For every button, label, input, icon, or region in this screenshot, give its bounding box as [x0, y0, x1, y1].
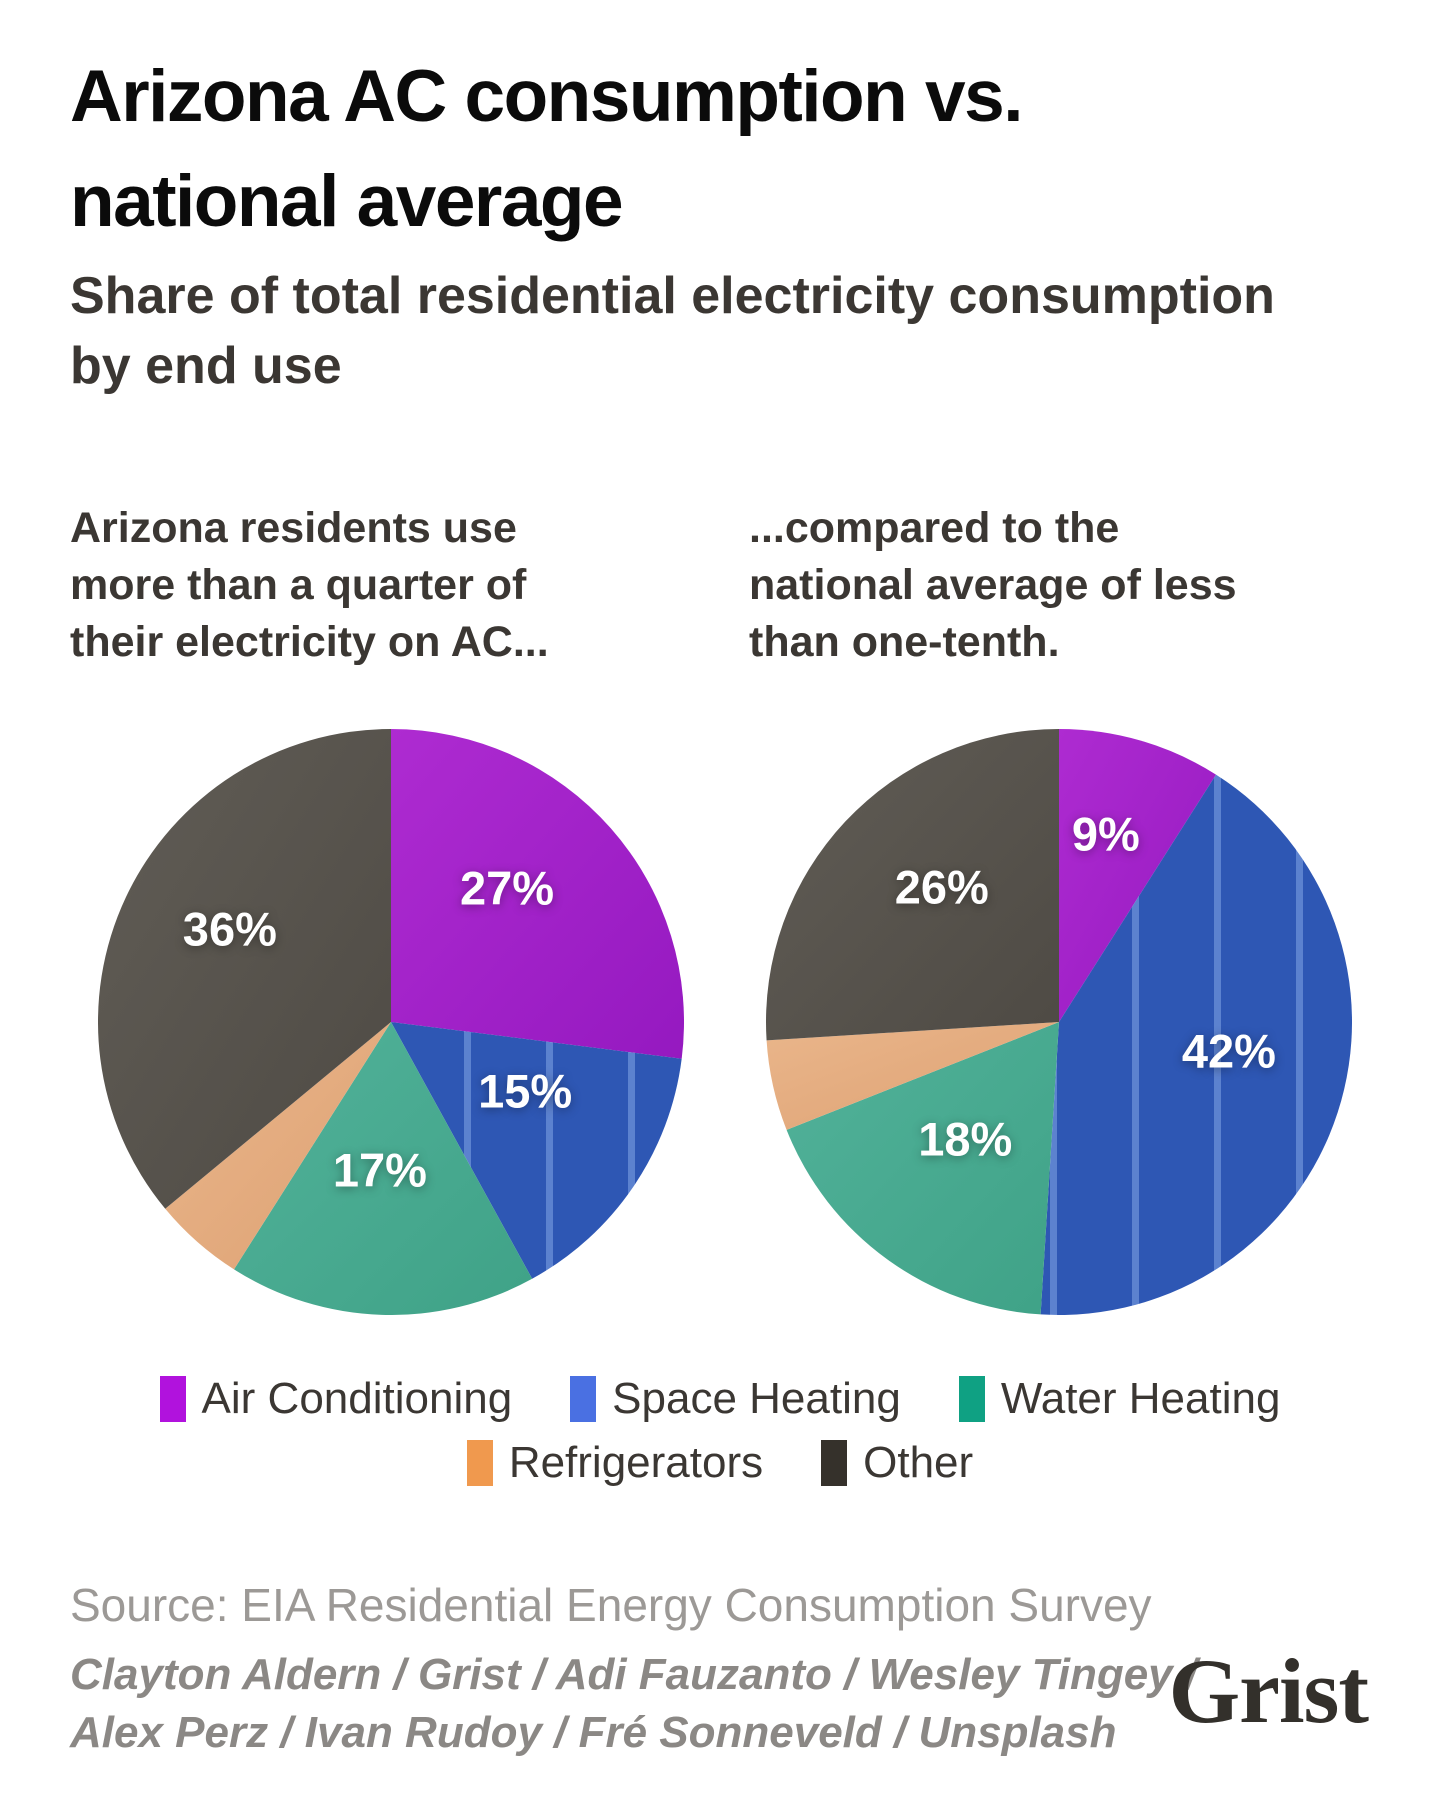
pie-slice-space-heating [1040, 774, 1352, 1315]
credits-line-2: Alex Perz / Ivan Rudoy / Fré Sonneveld /… [70, 1708, 1117, 1758]
legend-swatch-water-heating [958, 1376, 985, 1422]
pie-slice-air-conditioning [1059, 729, 1216, 1022]
legend-item-water-heating: Water Heating [958, 1374, 1281, 1424]
pie-slice-other [98, 729, 391, 1209]
grist-logo: Grist [1168, 1640, 1369, 1742]
value-label-space-heating: 15% [478, 1064, 573, 1118]
pie-slice-air-conditioning [391, 729, 684, 1059]
pie-slice-other [766, 729, 1059, 1041]
caption-arizona: Arizona residents use more than a quarte… [70, 504, 549, 666]
legend-item-air-conditioning: Air Conditioning [159, 1374, 513, 1424]
legend-item-refrigerators: Refrigerators [466, 1438, 764, 1488]
legend-swatch-other [821, 1440, 848, 1486]
value-label-space-heating: 42% [1181, 1024, 1276, 1078]
chart-subtitle: Share of total residential electricity c… [70, 267, 1275, 395]
legend: Air Conditioning Space Heating Water Heati… [0, 1374, 1440, 1488]
legend-label-refrigerators: Refrigerators [508, 1438, 764, 1487]
legend-label-space-heating: Space Heating [612, 1374, 901, 1423]
chart-title: Arizona AC consumption vs. national aver… [70, 56, 1024, 243]
credits: Clayton Aldern / Grist / Adi Fauzanto / … [70, 1646, 1198, 1762]
legend-swatch-air-conditioning [159, 1376, 186, 1422]
source-note: Source: EIA Residential Energy Consumpti… [70, 1579, 1152, 1631]
legend-swatch-refrigerators [466, 1440, 493, 1486]
value-label-other: 26% [894, 860, 989, 914]
legend-row: Air Conditioning Space Heating Water Heati… [0, 1374, 1440, 1424]
legend-label-air-conditioning: Air Conditioning [201, 1374, 513, 1423]
pie-slice-water-heating [234, 1022, 533, 1315]
legend-label-other: Other [863, 1438, 974, 1487]
pie-slice-water-heating [786, 1022, 1059, 1315]
legend-item-space-heating: Space Heating [570, 1374, 901, 1424]
legend-item-other: Other [821, 1438, 973, 1488]
legend-row: Refrigerators Other [0, 1438, 1440, 1488]
pie-chart-national-average: 9% 42% 18% 26% [766, 729, 1352, 1315]
pie-slice-space-heating [391, 1022, 682, 1279]
credits-line-1: Clayton Aldern / Grist / Adi Fauzanto / … [70, 1650, 1198, 1699]
caption-national-average: ...compared to the national average of l… [749, 504, 1237, 666]
pie-chart-arizona: 27% 15% 17% 36% [98, 729, 684, 1315]
value-label-air-conditioning: 9% [1071, 807, 1140, 861]
pie-slice-refrigerators [165, 1022, 391, 1270]
value-label-water-heating: 17% [332, 1143, 427, 1197]
legend-label-water-heating: Water Heating [1000, 1374, 1281, 1423]
value-label-other: 36% [182, 902, 277, 956]
value-label-air-conditioning: 27% [459, 861, 555, 915]
pie-slice-refrigerators [766, 1022, 1059, 1130]
legend-swatch-space-heating [570, 1376, 597, 1422]
value-label-water-heating: 18% [918, 1112, 1013, 1166]
